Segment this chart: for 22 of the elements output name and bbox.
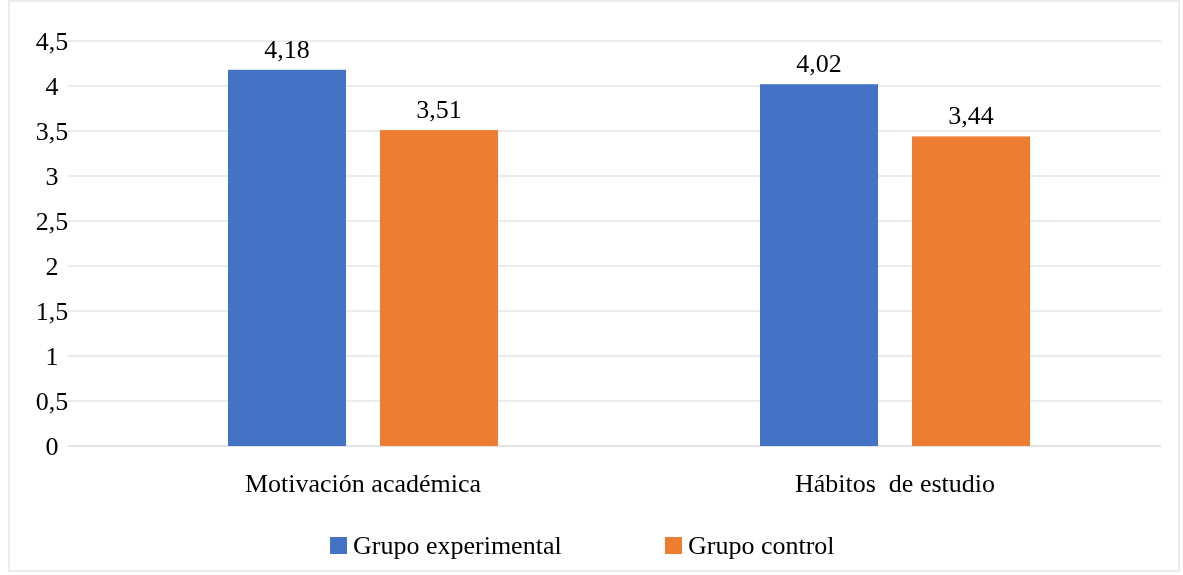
data-label: 4,18 [264, 34, 310, 64]
bar [912, 136, 1030, 446]
y-tick-label: 0 [45, 432, 59, 462]
y-tick-label: 0,5 [35, 387, 69, 417]
y-tick-label: 4 [45, 72, 59, 102]
x-tick-label: Hábitos de estudio [794, 469, 996, 498]
bar [380, 130, 498, 446]
y-tick-label: 1,5 [35, 297, 69, 327]
bar [760, 84, 878, 446]
x-tick-label: Motivación académica [244, 469, 482, 498]
y-tick-label: 2 [45, 252, 59, 282]
y-tick-label: 3,5 [35, 117, 69, 147]
data-label: 3,51 [416, 95, 462, 125]
y-tick-label: 2,5 [35, 207, 69, 237]
y-tick-label: 3 [45, 162, 59, 192]
bar [228, 69, 346, 446]
legend-label: Grupo experimental [353, 531, 562, 561]
data-label: 4,02 [796, 49, 842, 79]
y-tick-label: 4,5 [35, 27, 69, 57]
legend-label: Grupo control [688, 531, 835, 561]
y-tick-label: 1 [45, 342, 59, 372]
data-label: 3,44 [948, 101, 994, 131]
